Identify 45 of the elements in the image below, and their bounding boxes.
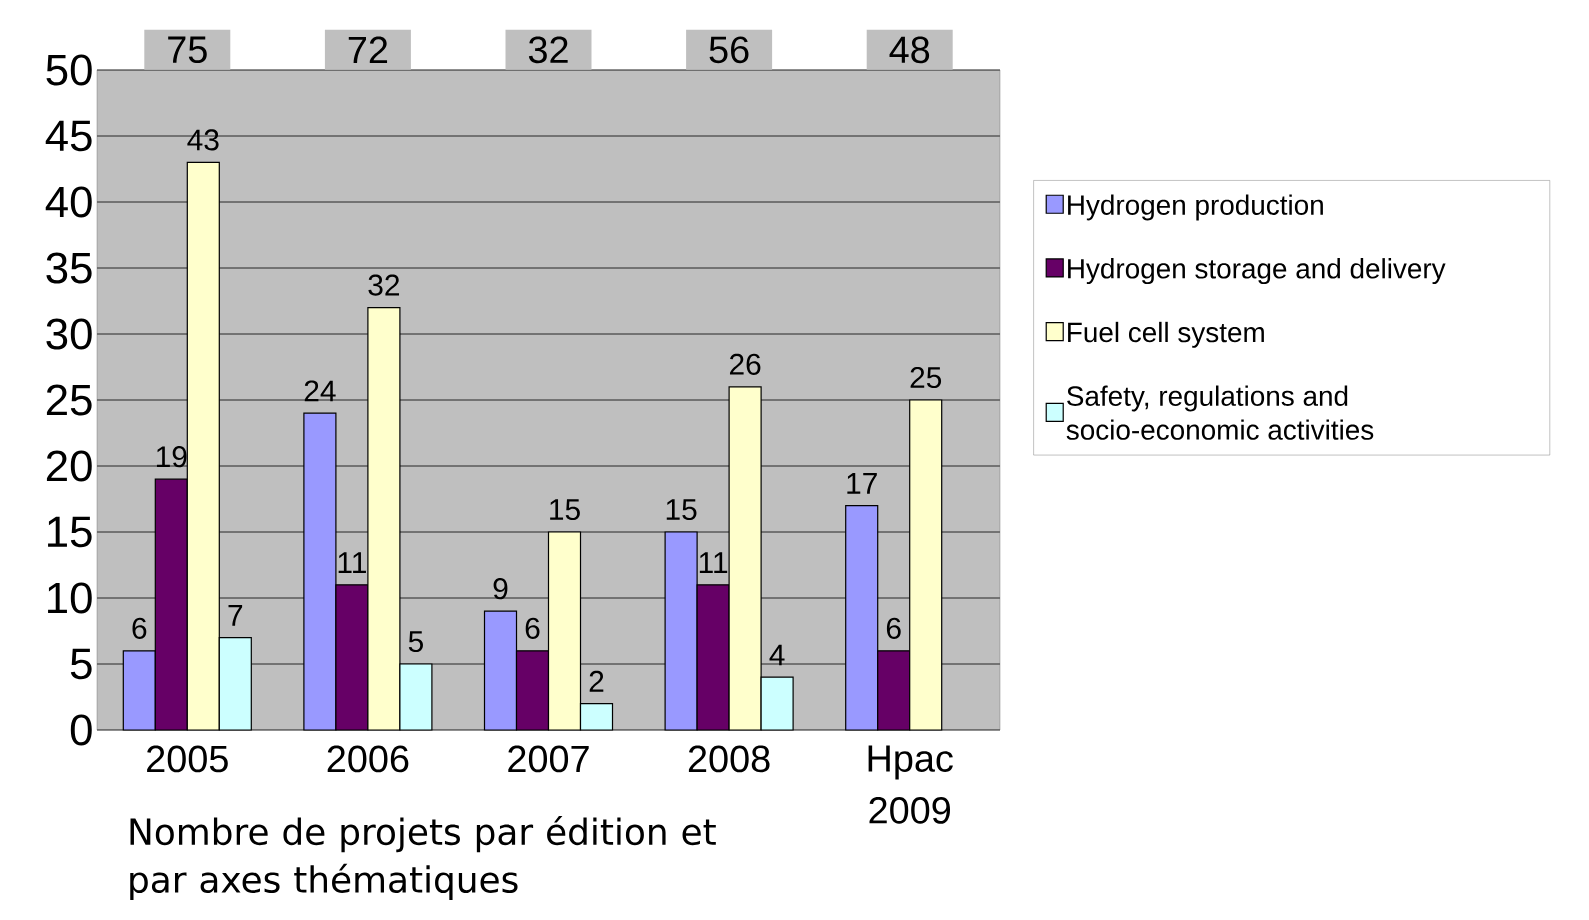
data-label: 26 — [729, 353, 761, 375]
data-label: 43 — [187, 129, 219, 151]
data-label: 32 — [368, 274, 400, 296]
legend-label: Hydrogen production — [1068, 194, 1323, 221]
text: 72 — [348, 36, 388, 64]
data-label: 4 — [769, 644, 785, 666]
y-tick-label: 10 — [48, 582, 92, 614]
x-tick-label: 2008 — [688, 745, 770, 773]
text: 75 — [168, 36, 207, 64]
y-tick-label: 35 — [46, 252, 92, 284]
x-tick-label: Hpac 2009 — [868, 745, 953, 824]
y-tick-label: 25 — [46, 384, 92, 416]
data-label: 9 — [493, 578, 508, 600]
data-label: 11 — [338, 552, 366, 573]
y-tick-label: 40 — [45, 186, 92, 218]
data-label: 6 — [525, 617, 540, 639]
data-label: 5 — [408, 631, 423, 653]
y-tick-label: 30 — [46, 318, 92, 350]
legend-label: Safety, regulations and socio-economic activities — [1066, 385, 1374, 440]
data-label: 24 — [304, 380, 336, 402]
x-tick-label: 2005 — [147, 745, 228, 773]
data-label: 6 — [886, 617, 901, 639]
data-label: 7 — [228, 605, 243, 626]
text: 32 — [528, 36, 568, 64]
data-label: 17 — [847, 473, 877, 494]
x-tick-label: 2006 — [327, 745, 409, 773]
data-label: 11 — [699, 552, 728, 573]
y-tick-label: 20 — [46, 450, 92, 482]
x-tick-label: 2007 — [508, 745, 589, 773]
data-label: 6 — [132, 617, 147, 639]
y-tick-label: 15 — [48, 516, 92, 548]
data-label: 25 — [910, 366, 942, 389]
text: 48 — [889, 36, 930, 64]
y-tick-label: 50 — [46, 54, 92, 86]
data-label: 15 — [666, 499, 697, 521]
data-label: 2 — [589, 670, 604, 692]
legend-label: Hydrogen storage and delivery — [1068, 258, 1446, 285]
legend-label: Fuel cell system — [1068, 321, 1264, 348]
data-label: 15 — [550, 499, 580, 521]
y-tick-label: 5 — [70, 648, 92, 680]
text: 56 — [709, 36, 749, 64]
data-label: 19 — [156, 446, 187, 468]
y-tick-label: 45 — [45, 120, 92, 152]
y-tick-label: 0 — [70, 714, 92, 746]
x-axis-title: Nombre de projets par édition et par axes thématiques — [130, 816, 716, 900]
